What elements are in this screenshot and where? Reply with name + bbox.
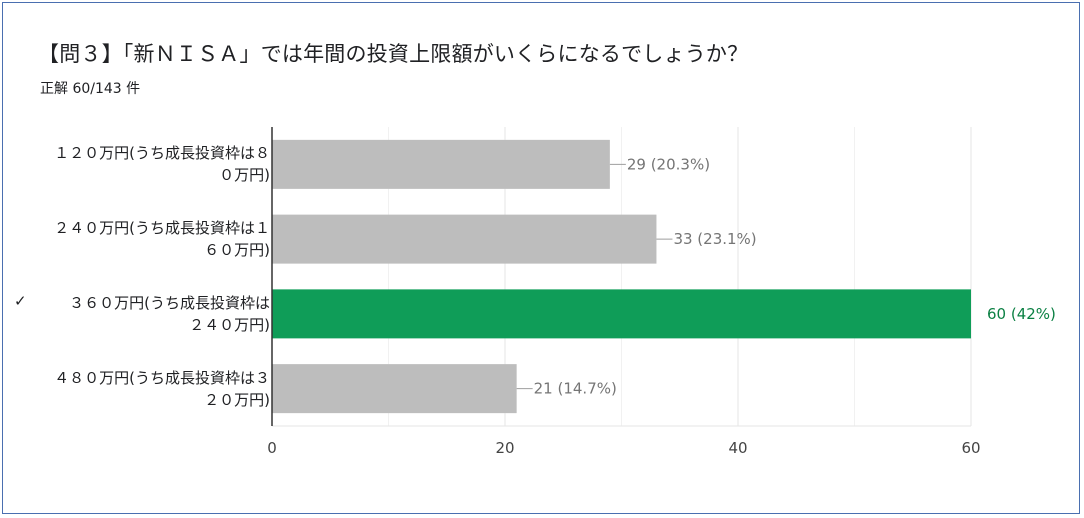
y-tick-label-line: ２０万円) — [204, 390, 270, 409]
y-tick-label: ２４０万円(うち成長投資枠は１ ６０万円) — [8, 217, 270, 261]
bar — [272, 214, 657, 264]
y-tick-label-line: １２０万円(うち成長投資枠は８ — [54, 144, 270, 163]
y-tick-label: １２０万円(うち成長投資枠は８ ０万円) — [8, 142, 270, 186]
y-tick-label-line: ６０万円) — [204, 241, 270, 260]
x-tick-label: 40 — [728, 439, 747, 457]
bar — [272, 289, 971, 339]
question-title: 【問３】「新ＮＩＳＡ」では年間の投資上限額がいくらになるでしょうか？ — [38, 42, 749, 66]
data-label: 33 (23.1%) — [673, 230, 756, 248]
y-tick-label-line: ２４０万円(うち成長投資枠は１ — [54, 219, 270, 238]
bar — [272, 139, 610, 189]
correct-count: 正解 60/143 件 — [40, 81, 141, 97]
data-label: 29 (20.3%) — [627, 155, 710, 173]
y-tick-label-line: ０万円) — [219, 166, 270, 185]
y-tick-label: ３６０万円(うち成長投資枠は ２４０万円) — [8, 292, 270, 336]
data-label: 21 (14.7%) — [534, 380, 617, 398]
y-tick-label-line: ３６０万円(うち成長投資枠は — [69, 293, 270, 312]
x-tick-label: 20 — [495, 439, 514, 457]
x-tick-label: 60 — [961, 439, 980, 457]
y-tick-label-line: ４８０万円(うち成長投資枠は３ — [54, 368, 270, 387]
checkmark-icon: ✓ — [14, 291, 27, 310]
data-label: 60 (42%) — [987, 305, 1056, 323]
x-tick-label: 0 — [267, 439, 277, 457]
bar — [272, 364, 517, 414]
y-tick-label: ４８０万円(うち成長投資枠は３ ２０万円) — [8, 367, 270, 411]
y-tick-label-line: ２４０万円) — [189, 315, 270, 334]
